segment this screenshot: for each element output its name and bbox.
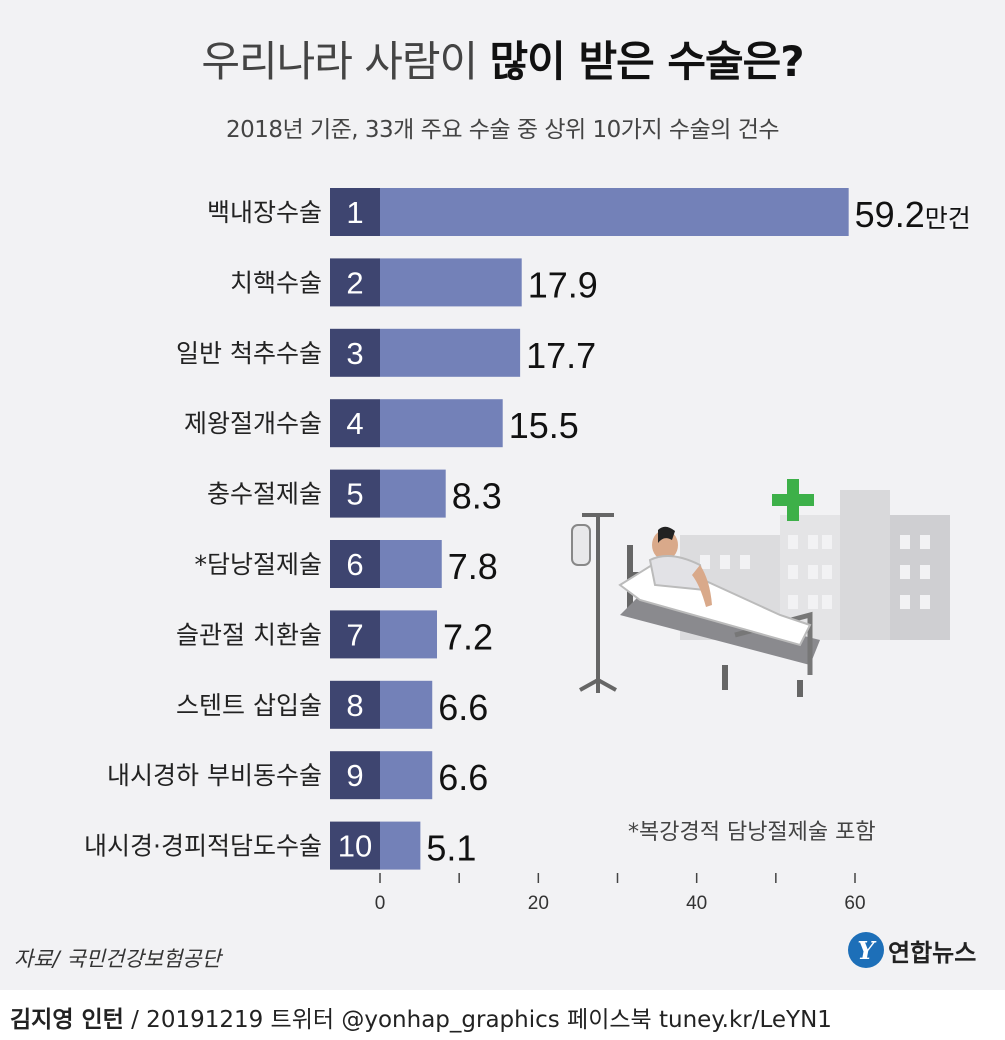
hospital-illustration [571, 479, 950, 697]
value-label: 7.8 [448, 546, 498, 587]
rank-number: 3 [346, 336, 363, 371]
rank-number: 9 [346, 758, 363, 793]
credit-line: 김지영 인턴 / 20191219 트위터 @yonhap_graphics 페… [10, 1000, 832, 1034]
value-label: 8.3 [452, 476, 502, 517]
value-label: 59.2만건 [855, 194, 971, 235]
value-label: 17.7 [526, 335, 596, 376]
value-label: 6.6 [438, 757, 488, 798]
credit-rest: / 20191219 트위터 @yonhap_graphics 페이스북 tun… [123, 1007, 832, 1033]
bar [380, 188, 849, 236]
category-label: 충수절제술 [207, 480, 322, 509]
chart-subtitle: 2018년 기준, 33개 주요 수술 중 상위 10가지 수술의 건수 [225, 117, 780, 143]
bar [380, 751, 433, 800]
rank-number: 8 [346, 688, 363, 723]
rank-number: 4 [346, 406, 363, 441]
rank-number: 6 [346, 547, 363, 582]
x-tick-label: 60 [844, 893, 865, 914]
value-label: 17.9 [528, 264, 598, 305]
category-label: 스텐트 삽입술 [176, 691, 322, 720]
rank-box [330, 610, 380, 659]
bar [380, 540, 442, 588]
value-label: 15.5 [509, 405, 579, 446]
category-label: 제왕절개수술 [184, 409, 322, 438]
rank-number: 2 [346, 265, 363, 300]
rank-box [330, 469, 380, 518]
category-label: 내시경하 부비동수술 [107, 761, 322, 790]
footnote: *복강경적 담낭절제술 포함 [628, 820, 876, 845]
value-label: 7.2 [443, 616, 493, 657]
rank-number: 7 [346, 617, 363, 652]
value-label: 6.6 [438, 687, 488, 728]
source-label: 자료/ 국민건강보험공단 [14, 947, 221, 971]
category-label: 내시경·경피적담도수술 [84, 832, 322, 861]
patient-icon [648, 526, 712, 607]
chart-title: 우리나라 사람이 많이 받은 수술은? [0, 28, 1005, 89]
bar-chart: 1 백내장수술 59.2만건 2 치핵수술 17.9 3 일반 척추수술 17.7 4 제왕절개수술… [84, 188, 971, 914]
rank-box [330, 821, 380, 870]
x-tick-label: 40 [686, 893, 707, 914]
bar [380, 469, 446, 518]
bar [380, 328, 521, 377]
title-plain: 우리나라 사람이 [201, 37, 490, 86]
x-tick-label: 20 [528, 893, 549, 914]
rank-box [330, 258, 380, 307]
rank-box [330, 540, 380, 588]
rank-box [330, 680, 380, 729]
rank-box [330, 328, 380, 377]
category-label: 치핵수술 [230, 268, 322, 297]
category-label: 백내장수술 [207, 198, 322, 227]
category-label: *담낭절제술 [194, 550, 322, 579]
rank-number: 10 [338, 829, 372, 864]
iv-stand-icon [571, 513, 617, 693]
rank-box [330, 399, 380, 448]
credit-author: 김지영 인턴 [10, 1007, 124, 1033]
bar [380, 399, 503, 448]
credit-bar [0, 990, 1005, 1040]
rank-number: 5 [346, 477, 363, 512]
rank-box [330, 751, 380, 800]
bar [380, 610, 437, 659]
bar [380, 821, 421, 870]
rank-box [330, 188, 380, 236]
logo-text: 연합뉴스 [888, 938, 977, 967]
yonhap-logo: Y 연합뉴스 [848, 932, 976, 968]
logo-mark: Y [848, 932, 884, 968]
medical-cross-icon [772, 479, 814, 521]
bar [380, 680, 433, 729]
x-tick-label: 0 [375, 893, 386, 914]
title-bold: 많이 받은 수술은? [489, 37, 805, 86]
value-label: 5.1 [426, 828, 476, 869]
rank-number: 1 [346, 195, 363, 230]
category-label: 일반 척추수술 [176, 339, 322, 368]
unit-label: 만건 [925, 204, 971, 233]
bar [380, 258, 522, 307]
category-label: 슬관절 치환술 [176, 620, 322, 649]
